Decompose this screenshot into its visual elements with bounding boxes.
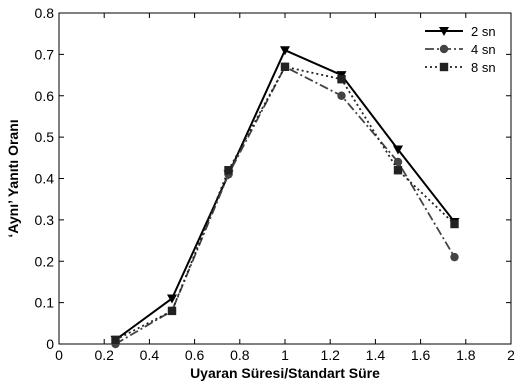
y-tick-label: 0.4 [35,171,55,187]
legend-label: 8 sn [471,60,496,75]
y-tick-label: 0.3 [35,212,55,228]
data-point [450,219,459,229]
data-point [167,294,177,304]
x-tick-label: 2 [507,347,515,363]
x-axis-title: Uyaran Süresi/Standart Süre [190,365,380,381]
data-point [280,62,290,71]
y-tick-label: 0.5 [35,129,55,145]
series-layer [110,46,460,349]
x-tick-label: 1 [281,347,289,363]
x-tick-label: 0.8 [230,347,250,363]
x-tick-label: 1.6 [411,347,431,363]
y-tick-label: 0.7 [35,46,55,62]
data-point [337,75,346,84]
legend: 2 sn 4 sn 8 sn [425,24,496,75]
x-tick-label: 1.2 [320,347,340,363]
y-tick-label: 0.2 [35,253,55,269]
y-axis-title: ‘Aynı’ Yanıtı Oranı [5,119,21,237]
legend-label: 2 sn [471,24,496,39]
x-tick-label: 1.4 [366,347,386,363]
y-tick-label: 0 [46,336,54,352]
series-line [115,65,456,341]
data-point [393,145,403,155]
data-point [224,166,233,175]
data-point [111,335,120,345]
data-point [337,91,346,100]
series-line [114,48,456,341]
data-point [450,252,459,262]
y-tick-label: 0.6 [35,88,55,104]
legend-marker [439,44,449,54]
data-point [280,46,290,56]
x-tick-label: 1.8 [456,347,476,363]
x-tick-label: 0 [55,347,63,363]
legend-marker [439,62,449,72]
y-tick-label: 0.8 [35,5,55,21]
axes: 0 0.2 0.4 0.6 0.8 1 1.2 1.4 1.6 1.8 2 0 0.1 0.2 0.3 0.4… [35,5,516,363]
series-3 [111,62,459,345]
x-tick-label: 0.6 [185,347,205,363]
x-tick-label: 0.4 [140,347,160,363]
data-point [167,306,177,316]
series-1 [110,46,460,345]
y-tick-label: 0.1 [35,295,55,311]
legend-marker [439,27,449,36]
data-point [393,166,403,175]
x-tick-label: 0.2 [94,347,114,363]
data-point [393,157,403,167]
legend-label: 4 sn [471,42,496,57]
